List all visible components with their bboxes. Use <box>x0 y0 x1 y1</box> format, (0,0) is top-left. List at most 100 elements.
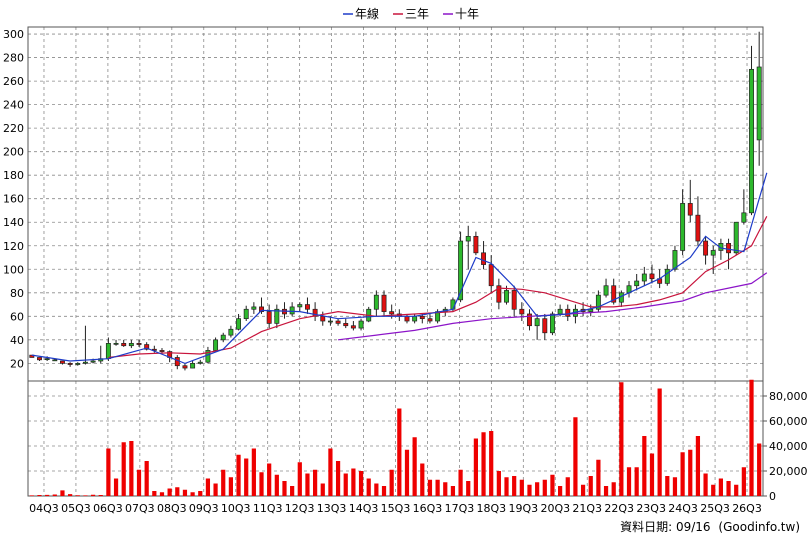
candle-body <box>542 318 548 334</box>
candle-body <box>113 343 119 345</box>
volume-bar <box>259 472 264 496</box>
legend-label: 十年 <box>455 7 479 21</box>
volume-tick-label: 40,000 <box>769 440 808 453</box>
candle-body <box>695 214 701 242</box>
price-axis: 20 40 60 80 100 120 140 160 180 200 220 240 260 280 30… <box>3 28 24 370</box>
volume-bar <box>512 476 517 496</box>
volume-bar <box>435 479 440 496</box>
volume-bar <box>489 431 494 496</box>
candle-body <box>105 343 111 360</box>
candle-body <box>595 294 601 310</box>
volume-bar <box>695 436 701 496</box>
volume-bar <box>535 482 540 496</box>
candle-body <box>243 308 249 320</box>
volume-bar <box>45 494 50 496</box>
volume-bar <box>504 477 509 496</box>
volume-bar <box>466 481 471 496</box>
volume-bar <box>159 492 165 496</box>
x-tick-label: 11Q3 <box>253 502 283 515</box>
price-panel <box>29 31 768 371</box>
volume-bar <box>98 495 103 496</box>
candle-body <box>197 361 203 364</box>
volume-bar <box>167 488 172 496</box>
candle-body <box>128 343 134 347</box>
price-tick-label: 20 <box>10 357 24 370</box>
candle-body <box>358 320 364 329</box>
price-tick-label: 160 <box>3 193 24 206</box>
volume-bar <box>649 453 655 496</box>
price-tick-label: 260 <box>3 75 24 88</box>
candle-body <box>182 365 188 369</box>
candle-body <box>672 250 678 270</box>
volume-bar <box>152 491 157 496</box>
candle-body <box>335 320 341 324</box>
volume-bar <box>320 483 325 496</box>
candle-body <box>67 363 73 365</box>
volume-bar <box>389 469 394 496</box>
volume-bar <box>734 484 739 496</box>
volume-bar <box>558 486 563 496</box>
candle-body <box>144 344 150 350</box>
volume-bar <box>83 495 88 496</box>
candle-body <box>82 361 88 364</box>
x-tick-label: 16Q3 <box>413 502 443 515</box>
x-tick-label: 04Q3 <box>29 502 59 515</box>
volume-bar <box>244 458 249 496</box>
candle-body <box>733 221 739 254</box>
price-tick-label: 140 <box>3 216 24 229</box>
candle-body <box>527 313 532 327</box>
candle-body <box>59 360 65 364</box>
price-tick-label: 280 <box>3 52 24 65</box>
volume-bar <box>519 479 524 496</box>
volume-bar <box>657 388 662 496</box>
volume-bar <box>550 474 555 496</box>
candle-body <box>726 243 732 254</box>
candle-body <box>419 315 425 320</box>
volume-bar <box>221 469 226 496</box>
candle-body <box>266 311 272 324</box>
candle-body <box>190 363 196 369</box>
candle-body <box>327 320 333 323</box>
candle-body <box>557 308 563 315</box>
footer-text: 資料日期: 09/16 (Goodinfo.tw) <box>620 520 800 534</box>
candle-body <box>37 357 42 361</box>
candle-body <box>236 318 242 330</box>
volume-bar <box>404 449 410 496</box>
volume-bar <box>527 484 532 496</box>
legend-label: 三年 <box>405 7 429 21</box>
volume-tick-label: 20,000 <box>769 465 808 478</box>
candle-body <box>259 306 264 312</box>
volume-bar <box>129 441 134 496</box>
volume-bar <box>305 473 310 496</box>
candle-body <box>289 306 295 315</box>
candle-body <box>373 294 379 310</box>
volume-bar <box>75 495 80 496</box>
candle-body <box>756 66 762 141</box>
volume-bar <box>703 473 708 496</box>
volume-bar <box>672 477 678 496</box>
legend: 年線 三年 十年 <box>343 6 479 21</box>
price-tick-label: 120 <box>3 240 24 253</box>
candle-body <box>481 252 487 265</box>
candle-body <box>611 285 617 303</box>
ma-year-line <box>31 172 768 365</box>
candle-body <box>213 339 219 351</box>
brand-label: (Goodinfo.tw) <box>718 520 800 534</box>
volume-bar <box>458 469 463 496</box>
volume-bar <box>343 473 348 496</box>
candle-body <box>136 343 142 345</box>
candle-body <box>496 285 502 303</box>
volume-bar <box>313 469 318 496</box>
price-tick-label: 200 <box>3 146 24 159</box>
volume-bar <box>642 436 647 496</box>
volume-axis: 0 20,000 40,000 60,000 80,000 <box>763 390 808 503</box>
candle-body <box>274 308 280 324</box>
volume-bar <box>718 478 723 496</box>
volume-bar <box>749 379 754 496</box>
candle-body <box>205 350 211 363</box>
volume-tick-label: 60,000 <box>769 415 808 428</box>
volume-bar <box>351 468 356 496</box>
candle-body <box>641 273 647 282</box>
x-tick-label: 23Q3 <box>636 502 666 515</box>
